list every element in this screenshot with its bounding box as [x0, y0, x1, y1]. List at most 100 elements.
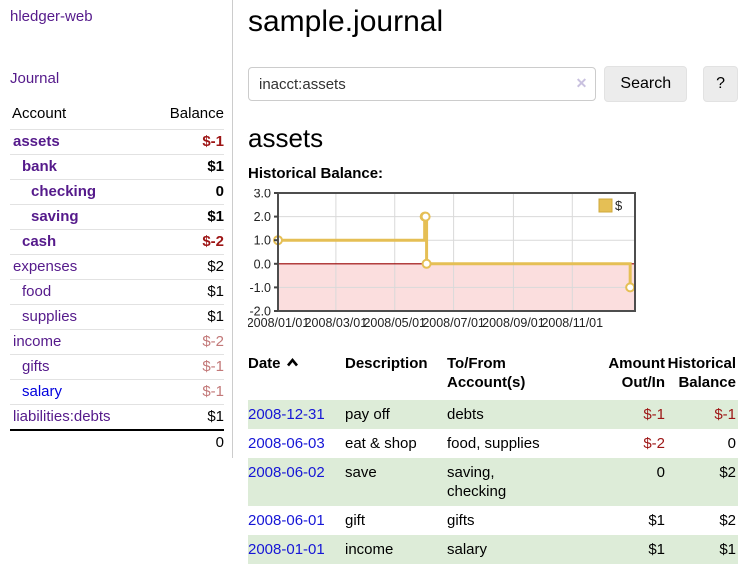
transaction-accounts: debts — [447, 406, 484, 423]
clear-search-icon[interactable]: ✕ — [575, 75, 588, 91]
transaction-amount: $1 — [648, 512, 665, 529]
search-button[interactable]: Search — [604, 66, 688, 102]
transaction-accounts: salary — [447, 541, 488, 558]
account-link[interactable]: supplies — [22, 308, 78, 325]
account-row: liabilities:debts $1 — [10, 404, 224, 430]
search-input[interactable] — [248, 67, 597, 101]
account-balance: $1 — [147, 304, 224, 330]
account-balance: 0 — [147, 179, 224, 205]
historical-balance-chart: 3.0 2.0 1.0 0.0 -1.0 -2.02008/01/012008/03/01… — [247, 187, 636, 330]
accounts-header-balance: Balance — [169, 105, 224, 122]
svg-text:-2.0: -2.0 — [249, 305, 271, 319]
transaction-date-link[interactable]: 2008-06-01 — [248, 512, 325, 529]
register-column-header[interactable]: Date — [248, 352, 345, 400]
account-balance: $1 — [147, 279, 224, 305]
accounts-table: Account Balance assets $-1 bank $1 check… — [10, 103, 224, 455]
account-balance: $1 — [147, 404, 224, 430]
svg-text:2008/07/01: 2008/07/01 — [422, 316, 485, 330]
transaction-description: pay off — [345, 406, 390, 423]
register-row: 2008-06-02 save saving, checking 0 $2 — [248, 458, 738, 506]
transaction-date-link[interactable]: 2008-06-02 — [248, 464, 325, 481]
account-row: expenses $2 — [10, 254, 224, 280]
svg-text:2008/09/01: 2008/09/01 — [482, 316, 545, 330]
svg-text:-1.0: -1.0 — [249, 281, 271, 295]
account-link[interactable]: saving — [31, 208, 79, 225]
account-balance: $-1 — [147, 379, 224, 405]
transaction-accounts: gifts — [447, 512, 475, 529]
transaction-balance: $2 — [719, 512, 736, 529]
accounts-total-balance: 0 — [147, 429, 224, 455]
app-brand-link[interactable]: hledger-web — [10, 8, 93, 25]
account-row: food $1 — [10, 279, 224, 305]
register-row: 2008-12-31 pay off debts $-1 $-1 — [248, 400, 738, 429]
transaction-accounts: food, supplies — [447, 435, 540, 452]
transaction-description: eat & shop — [345, 435, 417, 452]
transaction-balance: $1 — [719, 541, 736, 558]
register-row: 2008-06-01 gift gifts $1 $2 — [248, 506, 738, 535]
transaction-amount: $1 — [648, 541, 665, 558]
sidebar-item-journal[interactable]: Journal — [10, 70, 60, 87]
register-table: Date Description To/From Account(s) Amount … — [248, 352, 738, 564]
transaction-date-link[interactable]: 2008-01-01 — [248, 541, 325, 558]
transaction-description: income — [345, 541, 394, 558]
register-row: 2008-06-03 eat & shop food, supplies $-2… — [248, 429, 738, 458]
account-link[interactable]: bank — [22, 158, 58, 175]
search-form: ✕ Search ? — [248, 66, 738, 102]
sort-asc-icon — [286, 354, 299, 373]
main-content: sample.journal ✕ Search ? assets Histori… — [247, 0, 738, 564]
account-row: assets $-1 — [10, 129, 224, 155]
register-column-header[interactable]: Description — [345, 355, 428, 372]
svg-text:2.0: 2.0 — [254, 210, 271, 224]
accounts-total-row: 0 — [10, 429, 224, 455]
svg-text:2008/01/01: 2008/01/01 — [248, 316, 309, 330]
transaction-amount: $-2 — [643, 435, 665, 452]
account-link[interactable]: food — [22, 283, 52, 300]
transaction-date-link[interactable]: 2008-12-31 — [248, 406, 325, 423]
account-link[interactable]: assets — [13, 133, 60, 150]
account-row: salary $-1 — [10, 379, 224, 405]
account-row: cash $-2 — [10, 229, 224, 255]
svg-text:2008/05/01: 2008/05/01 — [363, 316, 426, 330]
register-column-header[interactable]: Historical Balance — [667, 355, 736, 391]
account-link[interactable]: salary — [22, 383, 63, 400]
account-link[interactable]: liabilities:debts — [13, 408, 111, 425]
transaction-description: gift — [345, 512, 366, 529]
svg-text:$: $ — [615, 198, 623, 213]
account-balance: $-1 — [147, 354, 224, 380]
page-title: sample.journal — [248, 5, 444, 38]
account-row: gifts $-1 — [10, 354, 224, 380]
transaction-balance: 0 — [727, 435, 736, 452]
transaction-date-link[interactable]: 2008-06-03 — [248, 435, 325, 452]
account-link[interactable]: gifts — [22, 358, 50, 375]
account-row: income $-2 — [10, 329, 224, 355]
account-balance: $2 — [147, 254, 224, 280]
account-row: saving $1 — [10, 204, 224, 230]
account-link[interactable]: expenses — [13, 258, 78, 275]
account-link[interactable]: income — [13, 333, 62, 350]
account-link[interactable]: cash — [22, 233, 57, 250]
accounts-header-account: Account — [12, 105, 67, 122]
transaction-balance: $-1 — [714, 406, 736, 423]
register-row: 2008-01-01 income salary $1 $1 — [248, 535, 738, 564]
register-column-header[interactable]: Amount Out/In — [608, 355, 665, 391]
account-row: checking 0 — [10, 179, 224, 205]
account-row: supplies $1 — [10, 304, 224, 330]
transaction-amount: $-1 — [643, 406, 665, 423]
account-heading: assets — [248, 123, 324, 153]
svg-text:0.0: 0.0 — [254, 257, 271, 271]
account-balance: $1 — [147, 204, 224, 230]
account-balance: $-2 — [147, 229, 224, 255]
account-balance: $-1 — [147, 129, 224, 155]
svg-text:3.0: 3.0 — [254, 189, 271, 201]
help-button[interactable]: ? — [703, 66, 738, 102]
chart-title: Historical Balance: — [248, 165, 384, 182]
account-row: bank $1 — [10, 154, 224, 180]
svg-text:2008/03/01: 2008/03/01 — [305, 316, 368, 330]
transaction-accounts: saving, checking — [447, 464, 507, 500]
register-column-header[interactable]: To/From Account(s) — [447, 355, 526, 391]
transaction-balance: $2 — [719, 464, 736, 481]
svg-text:2008/11/01: 2008/11/01 — [541, 316, 603, 330]
account-balance: $-2 — [147, 329, 224, 355]
account-link[interactable]: checking — [31, 183, 97, 200]
transaction-amount: 0 — [656, 464, 665, 481]
